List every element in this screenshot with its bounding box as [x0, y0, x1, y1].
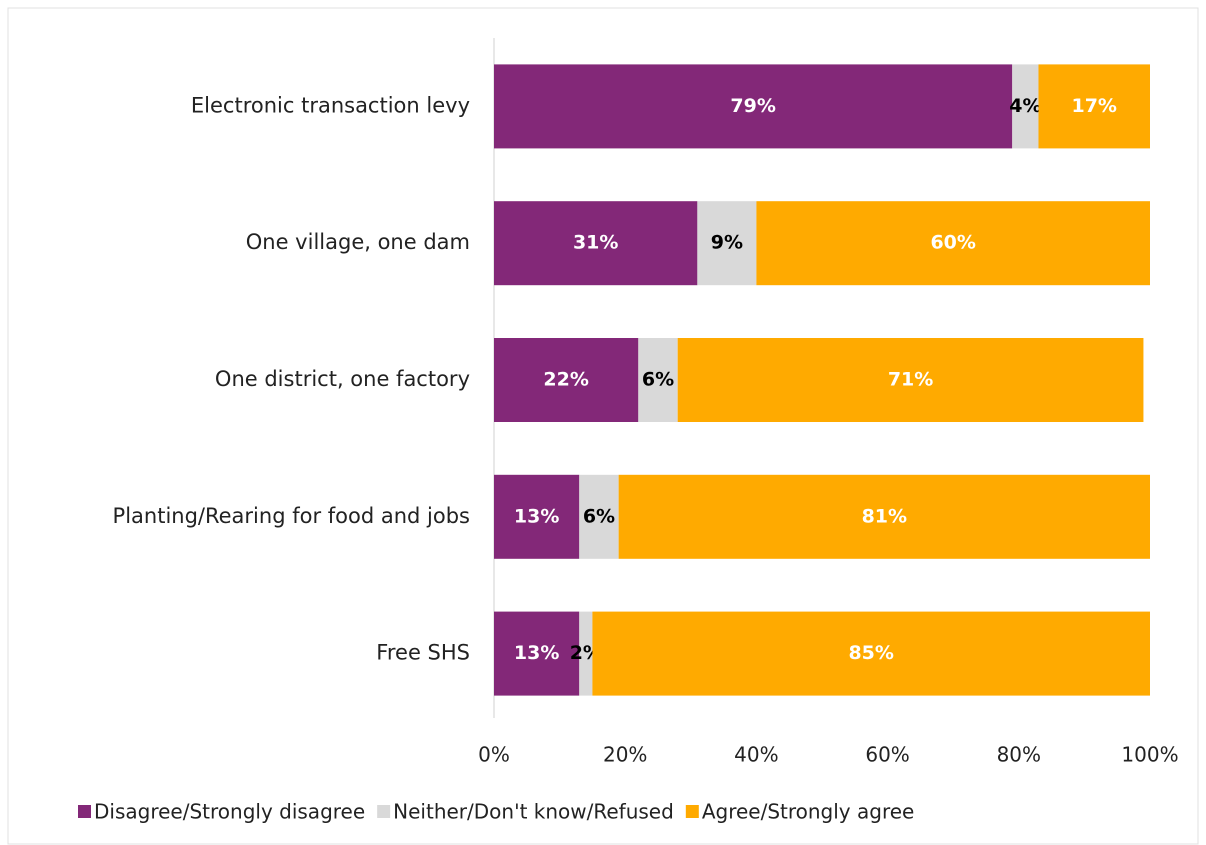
value-label: 6%	[583, 505, 615, 527]
x-tick-label: 40%	[734, 743, 778, 767]
x-tick-label: 80%	[997, 743, 1041, 767]
legend-label: Neither/Don't know/Refused	[393, 800, 674, 824]
category-label: Electronic transaction levy	[191, 93, 470, 117]
value-label: 31%	[573, 232, 618, 254]
legend-swatch	[377, 805, 391, 818]
bar-segment	[1038, 64, 1150, 149]
value-label: 85%	[848, 642, 893, 664]
legend-label: Agree/Strongly agree	[702, 800, 915, 824]
bar-segment	[677, 338, 1144, 422]
value-label: 6%	[642, 369, 674, 391]
value-label: 71%	[888, 369, 933, 391]
bar-segment	[592, 611, 1150, 696]
chart-border	[7, 7, 1199, 845]
value-label: 81%	[862, 505, 907, 527]
bar-segment	[638, 338, 678, 422]
bar-segment	[579, 474, 619, 559]
x-tick-label: 100%	[1121, 743, 1178, 767]
x-tick-label: 60%	[865, 743, 909, 767]
bar-segment	[756, 201, 1150, 286]
bar-segment	[618, 474, 1150, 559]
category-label: Planting/Rearing for food and jobs	[113, 504, 470, 528]
value-label: 13%	[514, 505, 559, 527]
bar-segment	[494, 474, 580, 559]
bar-segment	[494, 611, 580, 696]
x-tick-label: 20%	[603, 743, 647, 767]
value-label: 4%	[1009, 95, 1041, 117]
bar-segment	[494, 338, 639, 422]
legend-swatch	[78, 805, 91, 818]
legend-swatch	[685, 805, 699, 818]
bar-segment	[697, 201, 757, 286]
bar-segment	[579, 611, 593, 696]
value-label: 17%	[1071, 95, 1116, 117]
x-tick-label: 0%	[478, 743, 510, 767]
legend-label: Disagree/Strongly disagree	[94, 800, 365, 824]
bar-segment	[1012, 64, 1039, 149]
value-label: 60%	[930, 232, 975, 254]
value-label: 13%	[514, 642, 559, 664]
category-label: One village, one dam	[246, 230, 470, 254]
value-label: 79%	[730, 95, 775, 117]
bar-segment	[494, 64, 1013, 149]
category-label: One district, one factory	[215, 367, 470, 391]
category-label: Free SHS	[376, 641, 470, 665]
value-label: 9%	[711, 232, 743, 254]
value-label: 22%	[543, 369, 588, 391]
bar-segment	[494, 201, 698, 286]
